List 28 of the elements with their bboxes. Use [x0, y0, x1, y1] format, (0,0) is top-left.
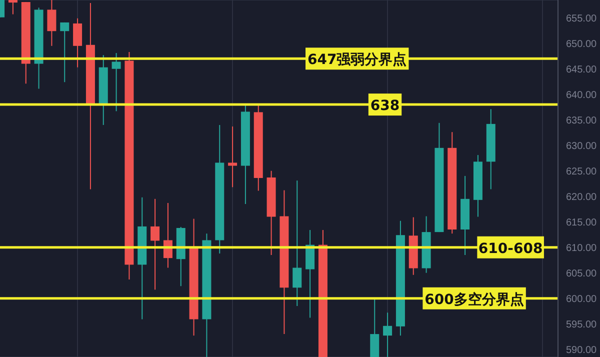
candlestick [73, 18, 82, 68]
ref-line-label: 638 [370, 98, 400, 114]
y-tick-label: 650.00 [566, 38, 598, 50]
candlestick [228, 126, 238, 188]
y-tick-label: 615.00 [566, 217, 598, 228]
y-tick-label: 605.00 [566, 268, 598, 280]
y-tick-label: 645.00 [566, 64, 598, 76]
y-tick-label: 625.00 [566, 166, 598, 178]
candlestick [150, 198, 160, 290]
ref-line-label: 610-608 [478, 240, 543, 257]
candlestick [47, 0, 56, 46]
y-tick-label: 610.00 [566, 242, 598, 254]
y-tick-label: 635.00 [566, 115, 598, 126]
candlestick [60, 22, 70, 83]
candlestick [112, 52, 121, 112]
candlestick [292, 180, 302, 306]
y-tick-label: 600.00 [566, 294, 598, 305]
y-tick-label: 655.00 [566, 13, 598, 24]
candlestick [8, 0, 18, 15]
y-tick-label: 620.00 [566, 192, 598, 203]
y-tick-label: 640.00 [566, 90, 598, 101]
ref-line-label: 600多空分界点 [424, 290, 524, 308]
y-tick-label: 590.00 [566, 344, 598, 356]
y-tick-label: 595.00 [566, 319, 598, 330]
y-tick-label: 630.00 [566, 140, 598, 152]
ref-line-label: 647强弱分界点 [308, 52, 407, 68]
candlestick [383, 312, 392, 357]
candlestick [370, 298, 380, 357]
